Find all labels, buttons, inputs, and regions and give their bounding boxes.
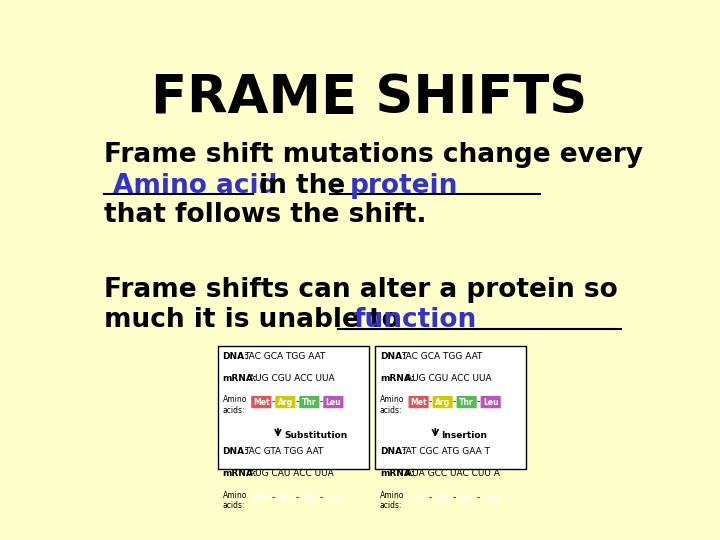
Text: -: -	[453, 397, 456, 407]
Text: mRNA:: mRNA:	[380, 374, 415, 382]
Text: Leu: Leu	[325, 493, 341, 502]
Text: Amino
acids:: Amino acids:	[380, 395, 404, 415]
Text: His: His	[279, 493, 292, 502]
Text: Ile: Ile	[413, 493, 424, 502]
Text: Tyr: Tyr	[460, 493, 473, 502]
Text: Thr: Thr	[302, 493, 317, 502]
Text: Amino
acids:: Amino acids:	[380, 491, 404, 510]
Text: -: -	[477, 493, 480, 502]
Text: Met: Met	[253, 397, 269, 407]
Text: -: -	[428, 493, 432, 502]
Text: DNA:: DNA:	[380, 352, 406, 361]
Text: TAC GTA TGG AAT: TAC GTA TGG AAT	[244, 448, 323, 456]
Text: FRAME SHIFTS: FRAME SHIFTS	[151, 72, 587, 125]
FancyBboxPatch shape	[433, 396, 453, 408]
Text: TAC GCA TGG AAT: TAC GCA TGG AAT	[244, 352, 325, 361]
FancyBboxPatch shape	[433, 491, 453, 504]
Text: -: -	[295, 493, 299, 502]
Text: Insertion: Insertion	[441, 431, 487, 440]
Text: TAT CGC ATG GAA T: TAT CGC ATG GAA T	[402, 448, 490, 456]
Text: DNA:: DNA:	[222, 448, 248, 456]
Text: -: -	[295, 397, 299, 407]
Text: Thr: Thr	[459, 397, 474, 407]
Text: Arg: Arg	[278, 397, 293, 407]
Text: -: -	[320, 493, 323, 502]
Text: Leu: Leu	[483, 397, 498, 407]
Text: in the: in the	[259, 173, 345, 199]
FancyBboxPatch shape	[251, 396, 271, 408]
Text: -: -	[320, 397, 323, 407]
Text: -: -	[477, 397, 480, 407]
Text: much it is unable to: much it is unable to	[104, 307, 400, 333]
FancyBboxPatch shape	[323, 491, 343, 504]
Text: function: function	[354, 307, 477, 333]
FancyBboxPatch shape	[300, 396, 320, 408]
Text: Frame shift mutations change every: Frame shift mutations change every	[104, 142, 643, 168]
Text: Leu: Leu	[483, 493, 498, 502]
Text: AUA GCC UAC CUU A: AUA GCC UAC CUU A	[406, 469, 500, 478]
Text: protein: protein	[350, 173, 458, 199]
Text: Met: Met	[253, 493, 269, 502]
Text: DNA:: DNA:	[222, 352, 248, 361]
Text: -: -	[428, 397, 432, 407]
Text: DNA:: DNA:	[380, 448, 406, 456]
FancyBboxPatch shape	[481, 396, 500, 408]
Text: mRNA:: mRNA:	[222, 469, 257, 478]
Text: AUG CAU ACC UUA: AUG CAU ACC UUA	[249, 469, 333, 478]
FancyBboxPatch shape	[408, 491, 428, 504]
Text: AUG CGU ACC UUA: AUG CGU ACC UUA	[249, 374, 335, 382]
Text: Amino
acids:: Amino acids:	[222, 395, 247, 415]
Text: Leu: Leu	[325, 397, 341, 407]
FancyBboxPatch shape	[251, 491, 271, 504]
FancyBboxPatch shape	[300, 491, 320, 504]
Text: Arg: Arg	[435, 397, 450, 407]
Text: TAC GCA TGG AAT: TAC GCA TGG AAT	[402, 352, 483, 361]
Text: Frame shifts can alter a protein so: Frame shifts can alter a protein so	[104, 276, 618, 302]
FancyBboxPatch shape	[275, 396, 295, 408]
Text: Amino acid: Amino acid	[113, 173, 278, 199]
Text: mRNA:: mRNA:	[380, 469, 415, 478]
Text: that follows the shift.: that follows the shift.	[104, 202, 426, 228]
Text: Met: Met	[410, 397, 427, 407]
Text: Amino
acids:: Amino acids:	[222, 491, 247, 510]
FancyBboxPatch shape	[408, 396, 428, 408]
FancyBboxPatch shape	[456, 396, 477, 408]
FancyBboxPatch shape	[456, 491, 477, 504]
FancyBboxPatch shape	[218, 346, 369, 469]
FancyBboxPatch shape	[375, 346, 526, 469]
Text: -: -	[271, 397, 274, 407]
FancyBboxPatch shape	[481, 491, 500, 504]
Text: -: -	[453, 493, 456, 502]
FancyBboxPatch shape	[275, 491, 295, 504]
Text: Substitution: Substitution	[284, 431, 347, 440]
FancyBboxPatch shape	[323, 396, 343, 408]
Text: -: -	[271, 493, 274, 502]
Text: mRNA:: mRNA:	[222, 374, 257, 382]
Text: Ala: Ala	[436, 493, 449, 502]
Text: AUG CGU ACC UUA: AUG CGU ACC UUA	[406, 374, 492, 382]
Text: Thr: Thr	[302, 397, 317, 407]
